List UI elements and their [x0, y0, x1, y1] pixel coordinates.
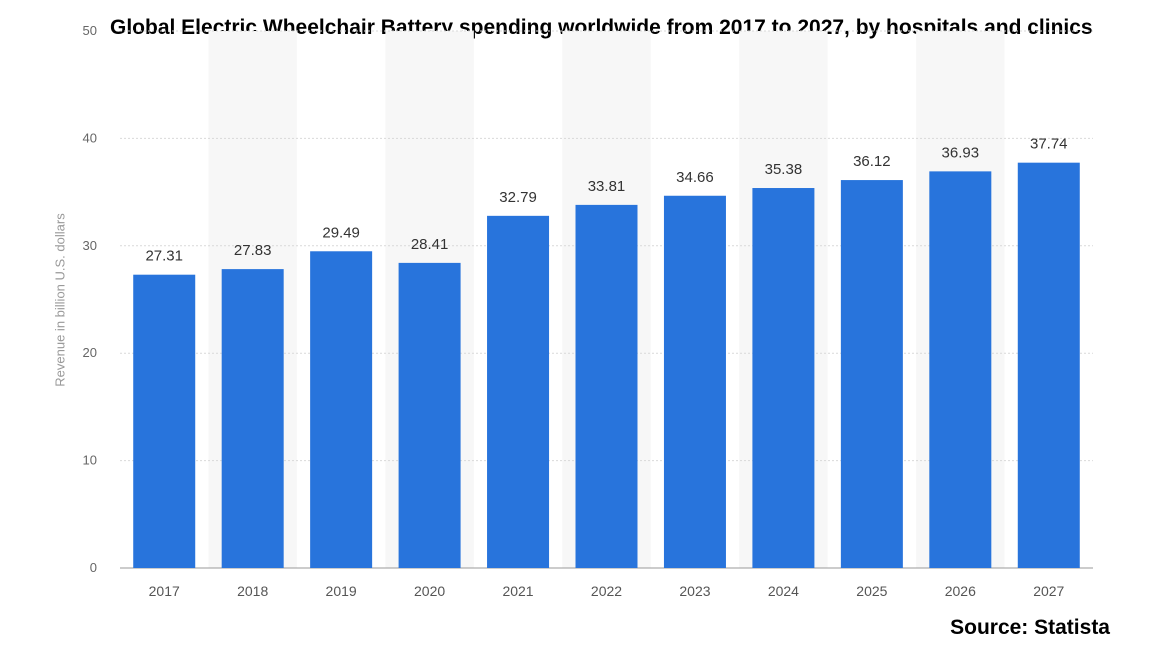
x-tick-label: 2017 — [149, 583, 180, 599]
data-label: 29.49 — [322, 224, 360, 241]
data-label: 33.81 — [588, 178, 626, 195]
bar — [398, 262, 461, 568]
y-tick-label: 10 — [83, 453, 97, 468]
x-tick-label: 2024 — [768, 583, 799, 599]
x-tick-label: 2026 — [945, 583, 976, 599]
bar — [310, 251, 373, 568]
y-tick-label: 20 — [83, 345, 97, 360]
data-label: 28.41 — [411, 236, 449, 253]
data-label: 35.38 — [765, 161, 803, 178]
bar — [929, 171, 992, 568]
data-label: 36.93 — [942, 144, 980, 161]
data-label: 27.31 — [145, 248, 183, 265]
x-tick-label: 2019 — [326, 583, 357, 599]
x-tick-label: 2025 — [856, 583, 887, 599]
x-tick-label: 2018 — [237, 583, 268, 599]
x-tick-label: 2027 — [1033, 583, 1064, 599]
source-label: Source: Statista — [950, 616, 1110, 639]
data-label: 32.79 — [499, 189, 537, 206]
bar — [1017, 162, 1080, 568]
data-label: 27.83 — [234, 242, 272, 259]
bar — [840, 180, 903, 568]
x-tick-label: 2020 — [414, 583, 445, 599]
x-tick-label: 2021 — [502, 583, 533, 599]
data-label: 34.66 — [676, 169, 714, 186]
y-tick-label: 30 — [83, 238, 97, 253]
x-tick-label: 2022 — [591, 583, 622, 599]
bar — [663, 195, 726, 569]
y-tick-label: 0 — [90, 560, 97, 575]
x-tick-label: 2023 — [679, 583, 710, 599]
bar — [221, 269, 284, 568]
chart-title: Global Electric Wheelchair Battery spend… — [110, 16, 1093, 39]
y-tick-label: 40 — [83, 130, 97, 145]
bar — [575, 204, 638, 568]
data-label: 37.74 — [1030, 136, 1068, 153]
bar — [752, 188, 815, 568]
data-label: 36.12 — [853, 153, 891, 170]
y-tick-label: 50 — [83, 23, 97, 38]
bar — [487, 215, 550, 569]
bar — [133, 274, 196, 568]
